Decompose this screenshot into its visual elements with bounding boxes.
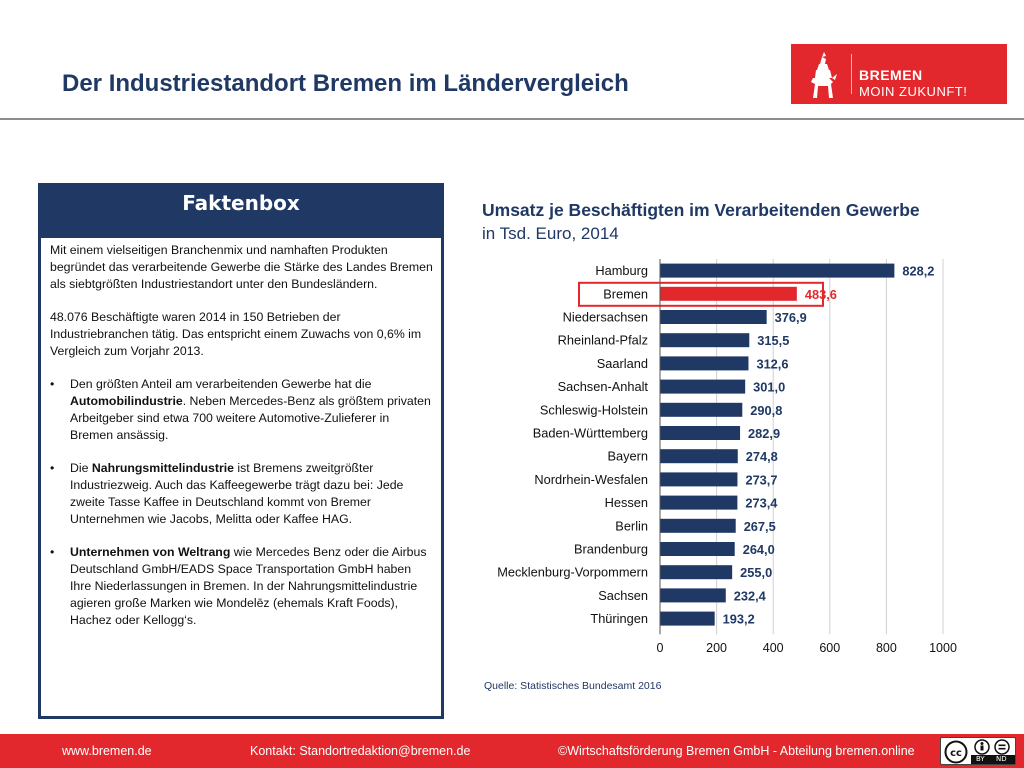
x-tick-label: 0 bbox=[657, 641, 664, 655]
bar bbox=[660, 518, 736, 533]
cc-label-band bbox=[971, 755, 1015, 764]
bullet-icon: • bbox=[50, 461, 55, 475]
factbox-content: Mit einem vielseitigen Branchenmix und n… bbox=[41, 238, 441, 716]
bar bbox=[660, 286, 797, 301]
footer-contact-link[interactable]: Kontakt: Standortredaktion@bremen.de bbox=[250, 744, 471, 758]
bullet-text-bold: Automobilindustrie bbox=[70, 394, 183, 408]
y-category-label: Nordrhein-Wesfalen bbox=[534, 472, 648, 487]
y-category-label: Bayern bbox=[607, 449, 648, 464]
factbox-bullet-companies: • Unternehmen von Weltrang wie Mercedes B… bbox=[50, 544, 433, 629]
y-category-label: Saarland bbox=[597, 356, 648, 371]
y-category-label: Berlin bbox=[615, 518, 648, 533]
bullet-text-post: wie Mercedes Benz oder die Airbus Deutsc… bbox=[70, 545, 427, 627]
y-category-label: Bremen bbox=[603, 286, 648, 301]
bar bbox=[660, 333, 750, 348]
factbox-title: Faktenbox bbox=[182, 191, 300, 215]
page-title: Der Industriestandort Bremen im Länderve… bbox=[62, 70, 629, 97]
svg-text:cc: cc bbox=[950, 748, 962, 759]
x-tick-label: 400 bbox=[763, 641, 784, 655]
bar bbox=[660, 356, 749, 371]
bar bbox=[660, 588, 726, 603]
footer-bar: www.bremen.de Kontakt: Standortredaktion… bbox=[0, 734, 1024, 768]
x-tick-label: 600 bbox=[819, 641, 840, 655]
bullet-icon: • bbox=[50, 545, 55, 559]
by-icon bbox=[974, 739, 990, 755]
title-divider bbox=[0, 118, 1024, 120]
data-label: 483,6 bbox=[805, 287, 837, 302]
bar bbox=[660, 263, 895, 278]
bar-chart: 0 200 400 600 800 1000 Hamburg 828,2 Bremen 483,6… bbox=[497, 259, 957, 655]
factbox-bullet-food: • Die Nahrungsmittelindustrie ist Bremens… bbox=[50, 460, 433, 528]
data-label: 312,6 bbox=[756, 356, 788, 371]
factbox-intro: Mit einem vielseitigen Branchenmix und n… bbox=[50, 243, 433, 291]
data-label: 315,5 bbox=[757, 333, 789, 348]
footer-copyright: ©Wirtschaftsförderung Bremen GmbH - Abte… bbox=[558, 744, 915, 758]
logo-divider bbox=[851, 54, 852, 94]
x-tick-label: 1000 bbox=[929, 641, 957, 655]
y-category-label: Schleswig-Holstein bbox=[540, 402, 648, 417]
bullet-text-bold: Nahrungsmittelindustrie bbox=[91, 461, 234, 475]
footer-website-link[interactable]: www.bremen.de bbox=[62, 744, 152, 758]
bar bbox=[660, 379, 746, 394]
y-category-label: Niedersachsen bbox=[563, 310, 648, 325]
bremen-logo[interactable]: BREMEN MOIN ZUKUNFT! bbox=[791, 44, 1007, 104]
data-label: 273,7 bbox=[745, 472, 777, 487]
bar bbox=[660, 472, 738, 487]
bullet-text-pre: Die bbox=[70, 461, 92, 475]
y-category-label: Baden-Württemberg bbox=[533, 426, 648, 441]
bullet-text-pre: Den größten Anteil am verarbeitenden Gew… bbox=[70, 377, 372, 391]
bar bbox=[660, 426, 741, 440]
data-label: 264,0 bbox=[743, 542, 775, 557]
data-label: 828,2 bbox=[902, 264, 934, 279]
logo-text-bremen: BREMEN bbox=[859, 67, 923, 83]
y-category-label: Thüringen bbox=[590, 611, 648, 626]
y-category-label: Rheinland-Pfalz bbox=[558, 333, 648, 348]
data-label: 301,0 bbox=[753, 380, 785, 395]
y-category-label: Sachsen bbox=[598, 588, 648, 603]
data-label: 282,9 bbox=[748, 426, 780, 441]
data-label: 193,2 bbox=[723, 612, 755, 627]
nd-icon bbox=[994, 739, 1010, 755]
data-label: 273,4 bbox=[745, 496, 778, 511]
bar bbox=[660, 611, 715, 626]
y-category-label: Brandenburg bbox=[574, 542, 648, 557]
y-category-label: Hessen bbox=[605, 495, 648, 510]
data-label: 274,8 bbox=[746, 449, 778, 464]
chart-title: Umsatz je Beschäftigten im Verarbeitende… bbox=[482, 200, 920, 220]
y-category-label: Mecklenburg-Vorpommern bbox=[497, 565, 648, 580]
y-category-label: Hamburg bbox=[595, 263, 648, 278]
factbox-bullet-automotive: • Den größten Anteil am verarbeitenden Ge… bbox=[50, 376, 433, 444]
bullet-text-bold: Unternehmen von Weltrang bbox=[70, 545, 231, 559]
data-label: 267,5 bbox=[744, 519, 776, 534]
data-label: 376,9 bbox=[775, 310, 807, 325]
chart-source: Quelle: Statistisches Bundesamt 2016 bbox=[484, 680, 662, 692]
by-label: BY bbox=[976, 755, 985, 763]
bullet-text-post: . Neben Mercedes-Benz als größtem privat… bbox=[70, 394, 431, 442]
factbox-bullet-list: • Den größten Anteil am verarbeitenden Ge… bbox=[50, 376, 433, 629]
nd-label: ND bbox=[996, 755, 1007, 763]
bar bbox=[660, 449, 738, 464]
logo-text-slogan: MOIN ZUKUNFT! bbox=[859, 84, 968, 99]
bar bbox=[660, 402, 743, 417]
bar bbox=[660, 542, 735, 556]
highlight-box bbox=[578, 281, 824, 307]
data-label: 290,8 bbox=[750, 403, 782, 418]
chart-subtitle: in Tsd. Euro, 2014 bbox=[482, 224, 619, 243]
factbox-panel: Faktenbox Mit einem vielseitigen Branche… bbox=[38, 183, 444, 719]
factbox-stats: 48.076 Beschäftigte waren 2014 in 150 Be… bbox=[50, 310, 422, 358]
bar bbox=[660, 495, 738, 510]
data-label: 232,4 bbox=[734, 588, 767, 603]
x-tick-label: 200 bbox=[706, 641, 727, 655]
x-tick-label: 800 bbox=[876, 641, 897, 655]
cc-icon: cc bbox=[944, 740, 968, 764]
data-label: 255,0 bbox=[740, 565, 772, 580]
bar bbox=[660, 310, 767, 324]
cc-license-badge[interactable]: cc BY ND bbox=[940, 737, 1016, 765]
y-category-label: Sachsen-Anhalt bbox=[558, 379, 649, 394]
bullet-text-post: ist Bremens zweitgrößter Industriezweig.… bbox=[70, 461, 404, 526]
town-musicians-icon bbox=[811, 52, 837, 98]
bar bbox=[660, 565, 733, 580]
bullet-icon: • bbox=[50, 377, 55, 391]
